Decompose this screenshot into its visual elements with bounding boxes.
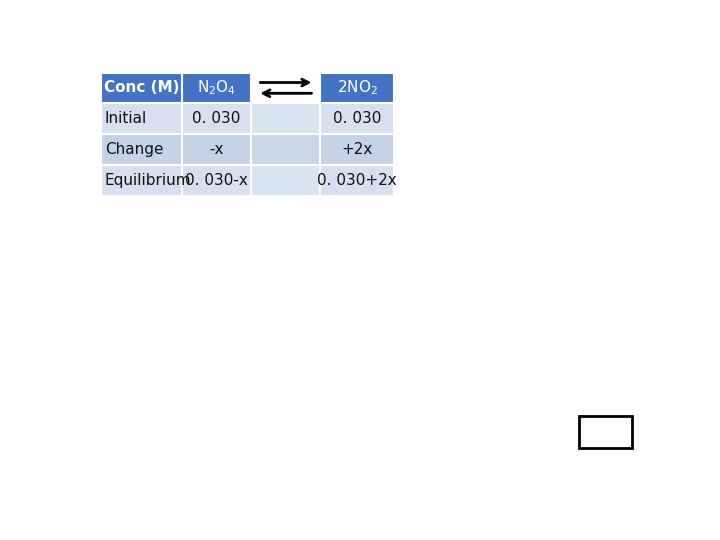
Bar xyxy=(579,416,631,448)
Bar xyxy=(101,72,182,103)
Text: +2x: +2x xyxy=(341,142,373,157)
Bar xyxy=(101,103,182,134)
Bar xyxy=(320,72,394,103)
Bar xyxy=(251,165,320,195)
Text: Equilibrium: Equilibrium xyxy=(105,173,192,188)
Text: Change: Change xyxy=(105,142,163,157)
Bar xyxy=(320,134,394,165)
Bar xyxy=(101,134,182,165)
Bar xyxy=(101,165,182,195)
Bar xyxy=(320,103,394,134)
Text: Conc (M): Conc (M) xyxy=(104,80,179,96)
Text: 0. 030: 0. 030 xyxy=(192,111,240,126)
Text: 0. 030+2x: 0. 030+2x xyxy=(318,173,397,188)
Text: 0. 030: 0. 030 xyxy=(333,111,382,126)
Bar xyxy=(182,72,251,103)
Text: 2NO$_2$: 2NO$_2$ xyxy=(336,78,377,97)
Text: N$_2$O$_4$: N$_2$O$_4$ xyxy=(197,78,236,97)
Bar xyxy=(251,134,320,165)
Bar xyxy=(182,103,251,134)
Bar xyxy=(251,103,320,134)
Bar xyxy=(182,165,251,195)
Bar xyxy=(182,134,251,165)
Text: 0. 030-x: 0. 030-x xyxy=(185,173,248,188)
Bar xyxy=(251,72,320,103)
Bar xyxy=(320,165,394,195)
Text: Initial: Initial xyxy=(105,111,147,126)
Text: -x: -x xyxy=(210,142,224,157)
